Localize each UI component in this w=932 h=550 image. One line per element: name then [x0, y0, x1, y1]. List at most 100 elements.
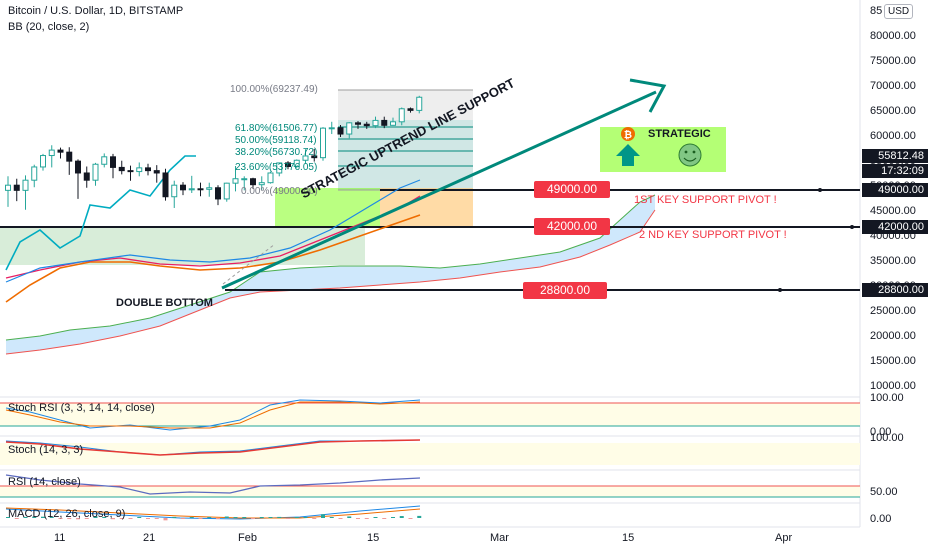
stoch-band: [0, 443, 860, 465]
candle-body: [5, 184, 11, 191]
trend-arrowhead: [629, 78, 667, 113]
candle-body: [328, 127, 335, 130]
candle-body: [127, 170, 134, 173]
price-tick: 80000.00: [870, 30, 916, 42]
trend-arrow: [221, 90, 657, 290]
macd-bar: [399, 516, 404, 518]
macd-bar: [76, 518, 80, 520]
bitcoin-icon: [621, 127, 635, 141]
symbol-title: Bitcoin / U.S. Dollar, 1D, BITSTAMP: [8, 5, 184, 17]
macd-bar: [233, 517, 238, 518]
bb-mid-line: [5, 179, 421, 283]
macd-bar: [189, 517, 194, 518]
price-tick: 70000.00: [870, 80, 916, 92]
currency-button[interactable]: USD: [884, 4, 914, 19]
level-label-42000: 42000.00: [534, 218, 610, 235]
candle-body: [180, 184, 186, 191]
time-tick: 21: [143, 532, 156, 544]
candle-body: [75, 160, 81, 174]
time-tick: 15: [622, 532, 635, 544]
stoch-axis-tick: 100.00: [870, 432, 904, 444]
macd-bar: [312, 518, 317, 519]
rsi-line: [5, 474, 421, 495]
candle-body: [293, 159, 300, 167]
time-tick: Feb: [238, 532, 257, 544]
fib-label-100: 100.00%(69237.49): [230, 84, 318, 95]
pivot-1-label: 1ST KEY SUPPORT PIVOT !: [634, 194, 777, 206]
macd-bar: [259, 517, 264, 518]
fib-label-50: 50.00%(59118.74): [235, 135, 317, 146]
macd-bar: [146, 518, 150, 519]
macd-bar: [163, 518, 168, 521]
candle-body: [223, 182, 230, 200]
indicator-legend[interactable]: BB (20, close, 2): [8, 21, 90, 33]
macd-bar: [102, 517, 107, 518]
fib-label-618: 61.80%(61506.77): [235, 123, 318, 134]
cloud-lower-edge: [5, 209, 656, 355]
macd-bar: [172, 516, 177, 518]
candle-body: [346, 122, 353, 135]
fib-box-lower: [338, 120, 473, 190]
time-tick: 15: [367, 532, 380, 544]
price-tick: 35000.00: [870, 255, 916, 267]
stoch-rsi-axis-tick: 100.00: [870, 392, 904, 404]
last-price-badge: 55812.48: [862, 149, 928, 163]
candle-body: [110, 156, 116, 168]
lead-line: [5, 155, 196, 271]
candle-body: [92, 163, 99, 181]
candle-body: [153, 170, 160, 174]
macd-bar: [181, 518, 185, 519]
macd-bar: [32, 516, 37, 518]
candle-body: [206, 187, 213, 190]
macd-bar: [14, 518, 19, 519]
rsi-band: [0, 486, 860, 497]
level-label-28800: 28800.00: [523, 282, 607, 299]
price-tick: 85: [870, 5, 883, 17]
level-badge-28800: 28800.00: [862, 283, 928, 297]
candle-body: [267, 172, 274, 184]
macd-bar: [277, 516, 282, 518]
strategic-badge: [600, 127, 726, 172]
stoch-label[interactable]: Stoch (14, 3, 3): [8, 444, 84, 456]
macd-bar: [303, 517, 308, 518]
rsi-label[interactable]: RSI (14, close): [8, 476, 81, 488]
candle-body: [136, 167, 143, 173]
time-tick: 11: [54, 532, 66, 544]
smiley-mouth: [683, 157, 697, 162]
candle-body: [398, 108, 405, 123]
macd-label[interactable]: MACD (12, 26, close, 9): [8, 508, 126, 520]
candle-body: [215, 187, 221, 200]
smiley-eye: [684, 150, 688, 154]
price-tick: 10000.00: [870, 380, 916, 392]
fib-label-236: 23.60%(53776.05): [235, 162, 318, 173]
price-tick: 60000.00: [870, 130, 916, 142]
candle-body: [320, 127, 326, 159]
smiley-eye: [692, 150, 696, 154]
macd-bar: [137, 517, 142, 518]
stoch-rsi-label[interactable]: Stoch RSI (3, 3, 14, 14, close): [8, 402, 155, 414]
dash-connector: [222, 243, 276, 285]
candle-body: [22, 179, 29, 191]
macd-bar: [154, 518, 159, 519]
candle-body: [250, 178, 256, 186]
macd-bar: [41, 516, 45, 518]
stoch-rsi-band: [0, 403, 860, 426]
macd-bar: [49, 517, 54, 518]
candle-body: [188, 188, 195, 191]
strategic-label: STRATEGIC: [648, 128, 711, 140]
level-anchor: [850, 225, 854, 229]
macd-bar: [23, 517, 28, 518]
stoch-rsi-d-line: [5, 401, 421, 429]
macd-bar: [408, 518, 413, 519]
macd-axis-tick: 0.00: [870, 513, 892, 525]
candle-body: [162, 172, 169, 198]
macd-bar: [391, 517, 395, 518]
candle-body: [118, 166, 125, 172]
up-arrow-icon: [616, 144, 640, 166]
candle-body: [232, 178, 239, 184]
level-badge-49000: 49000.00: [862, 183, 928, 197]
bb-basis-line: [5, 214, 421, 303]
rsi-axis-tick: 50.00: [870, 486, 898, 498]
